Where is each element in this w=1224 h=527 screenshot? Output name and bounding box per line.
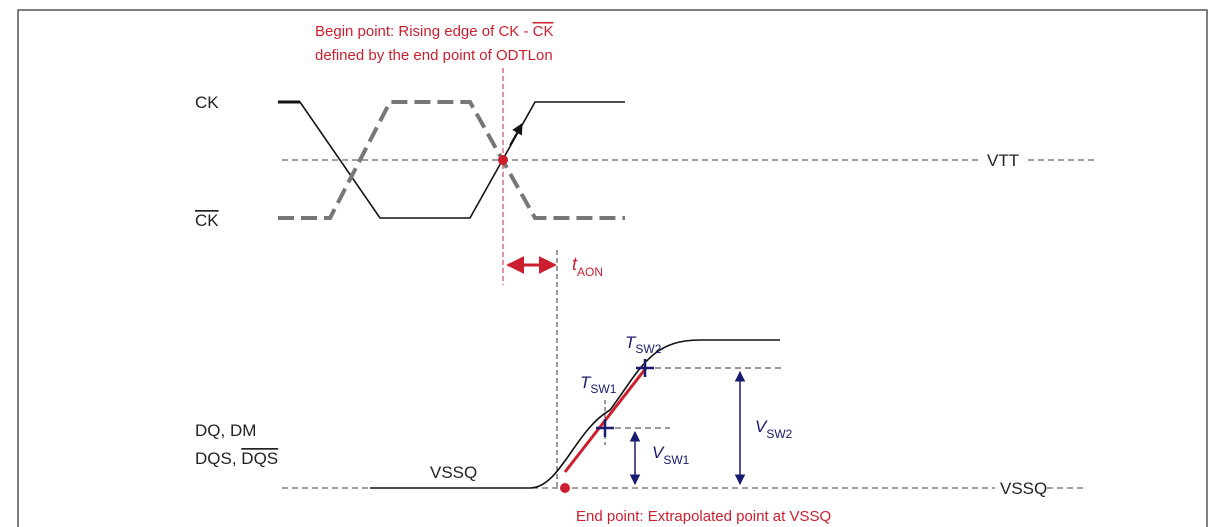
frame xyxy=(17,9,1208,527)
ck-label: CK xyxy=(195,93,219,112)
crosshair xyxy=(596,359,654,437)
vssq-right-label: VSSQ xyxy=(1000,479,1047,498)
tsw1-label: TSW1 xyxy=(580,373,617,396)
vssq-left-label: VSSQ xyxy=(430,463,477,482)
dqs-label: DQS, DQS xyxy=(195,449,278,468)
begin-note: Begin point: Rising edge of CK - CK xyxy=(315,23,553,40)
rising-arrow xyxy=(509,123,523,146)
end-note: End point: Extrapolated point at VSSQ xyxy=(576,508,831,525)
begin-point xyxy=(498,155,508,165)
vsw2-label: VSW2 xyxy=(755,417,793,441)
taon-label: tAON xyxy=(572,254,603,279)
ck-bar-label: CK xyxy=(195,211,219,230)
end-point xyxy=(560,483,570,493)
vsw1-label: VSW1 xyxy=(652,443,690,467)
ck-bar-wave xyxy=(278,100,625,220)
vtt-label: VTT xyxy=(987,151,1019,170)
dq-label: DQ, DM xyxy=(195,421,256,440)
tsw2-label: TSW2 xyxy=(625,333,662,356)
dq-wave xyxy=(370,339,780,489)
begin-note: defined by the end point of ODTLon xyxy=(315,47,553,64)
